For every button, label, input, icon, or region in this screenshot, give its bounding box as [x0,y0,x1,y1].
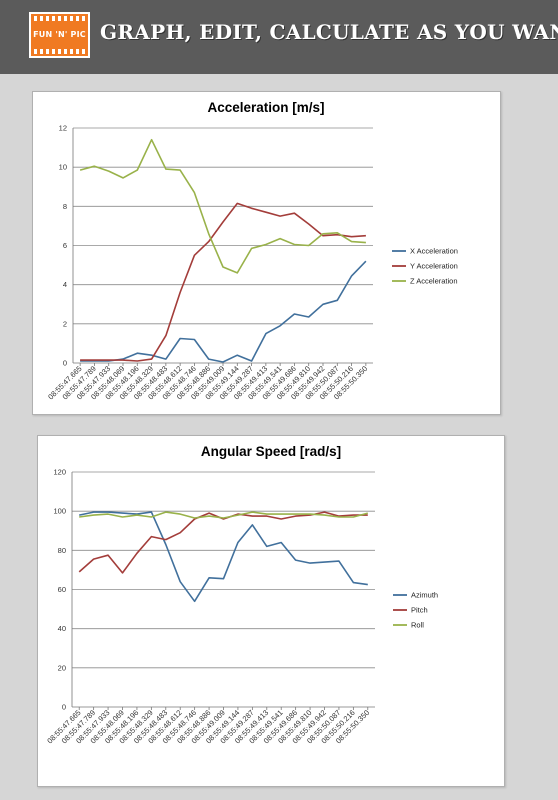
legend-label: Pitch [411,606,428,615]
y-tick-label: 120 [53,468,66,477]
y-tick-label: 8 [63,202,67,211]
legend-label: X Acceleration [410,247,458,256]
y-tick-label: 4 [63,280,67,289]
logo-bottom-pins [34,49,85,54]
series-line [80,260,367,363]
series-line [79,511,369,519]
y-tick-label: 12 [59,124,67,133]
series-line [79,511,368,603]
app-banner: FUN 'N' PIC GRAPH, EDIT, CALCULATE AS YO… [0,0,558,74]
y-tick-label: 60 [58,585,66,594]
logo-top-pins [34,16,85,21]
fun-n-pic-logo: FUN 'N' PIC [29,12,90,58]
series-line [78,511,368,574]
y-tick-label: 100 [53,507,66,516]
y-tick-label: 20 [58,663,66,672]
acceleration-chart: Acceleration [m/s]02468101208:55:47.6650… [46,100,458,401]
y-tick-label: 0 [63,359,67,368]
logo-text: FUN 'N' PIC [33,30,86,39]
acceleration-chart-panel: Acceleration [m/s] 0 2 4 6 8 10 12 08:55:47.665 0… [32,91,501,415]
y-tick-label: 6 [63,241,67,250]
series-line [79,138,366,274]
chart-title: Acceleration [m/s] [207,100,324,115]
angular-speed-chart: Angular Speed [rad/s]02040608010012008:5… [45,444,438,745]
banner-tagline: GRAPH, EDIT, CALCULATE AS YOU WANT [100,20,558,44]
y-tick-label: 10 [59,163,67,172]
y-tick-label: 80 [58,546,66,555]
y-tick-label: 0 [62,703,66,712]
chart-title: Angular Speed [rad/s] [201,444,341,459]
y-tick-label: 2 [63,319,67,328]
angular-speed-chart-panel: Angular Speed [rad/s] 0 20 40 60 80 100 120 08:5… [37,435,505,787]
legend-label: Y Acceleration [410,262,458,271]
legend-label: Roll [411,621,424,630]
legend-label: Z Acceleration [410,277,458,286]
series-line [80,202,366,362]
y-tick-label: 40 [58,624,66,633]
legend-label: Azimuth [411,591,438,600]
